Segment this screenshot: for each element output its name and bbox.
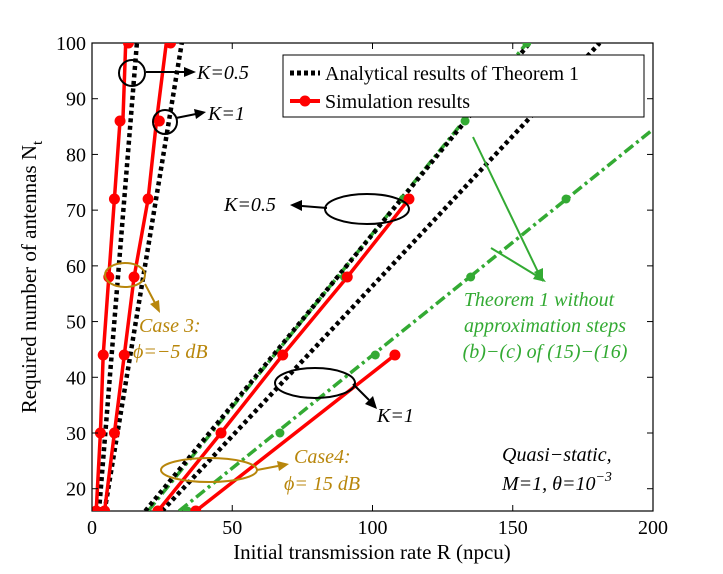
k1-mid-arrow bbox=[352, 383, 370, 401]
k1-top-arrow bbox=[175, 113, 197, 119]
annotation-text: K=0.5 K=1 K=0.5 K=1 Case 3: ϕ=−5 dB Case… bbox=[133, 62, 628, 495]
legend-swatch-simulation-marker bbox=[299, 95, 311, 107]
legend-label-analytical: Analytical results of Theorem 1 bbox=[325, 63, 579, 85]
case4-label-line2: ϕ= 15 dB bbox=[284, 473, 360, 495]
legend-box bbox=[282, 54, 645, 118]
approx-marker bbox=[561, 194, 571, 204]
tick-layer: 0 50 100 150 200 20 30 40 50 60 70 80 90 100 bbox=[56, 33, 668, 539]
y-axis-label-main: Required number of antennas N bbox=[17, 145, 41, 413]
theorem-arrow-2 bbox=[490, 247, 538, 277]
simulation-marker bbox=[341, 271, 353, 283]
k1-top-label: K=1 bbox=[207, 103, 245, 125]
analytical-line bbox=[160, 43, 602, 511]
y-tick-label: 80 bbox=[66, 144, 86, 166]
case3-ellipse bbox=[104, 262, 146, 288]
approx-marker bbox=[370, 350, 380, 360]
k1-top-arrowhead bbox=[194, 109, 206, 119]
theorem-arrow-1 bbox=[472, 136, 539, 273]
simulation-marker bbox=[92, 505, 102, 511]
simulation-marker bbox=[118, 349, 130, 361]
plot-area bbox=[91, 42, 654, 512]
approx-marker bbox=[275, 428, 285, 438]
theorem-label-line2: approximation steps bbox=[464, 315, 626, 337]
quasi-label-line2-sup: −3 bbox=[595, 470, 611, 485]
simulation-marker bbox=[108, 193, 120, 205]
y-tick-label: 60 bbox=[66, 256, 86, 278]
x-tick-label: 0 bbox=[87, 517, 97, 539]
simulation-marker bbox=[403, 193, 415, 205]
y-axis-label: Required number of antennas Nt bbox=[17, 140, 46, 413]
case3-arrow bbox=[144, 283, 156, 304]
simulation-marker bbox=[122, 43, 134, 49]
x-tick-label: 200 bbox=[638, 517, 668, 539]
legend: Analytical results of Theorem 1 Simulati… bbox=[282, 54, 645, 118]
legend-label-simulation: Simulation results bbox=[325, 91, 470, 113]
simulation-marker bbox=[152, 505, 164, 511]
y-tick-label: 100 bbox=[56, 33, 86, 55]
simulation-marker bbox=[277, 349, 289, 361]
y-tick-label: 90 bbox=[66, 89, 86, 111]
simulation-marker bbox=[108, 427, 120, 439]
approx-marker bbox=[460, 116, 470, 126]
y-tick-label: 30 bbox=[66, 423, 86, 445]
simulation-marker bbox=[190, 505, 202, 511]
k05-top-ellipse bbox=[118, 59, 146, 87]
simulation-marker bbox=[128, 271, 140, 283]
case3-label-line2: ϕ=−5 dB bbox=[133, 341, 208, 363]
theorem-label-line1: Theorem 1 without bbox=[464, 289, 615, 311]
simulation-marker bbox=[215, 427, 227, 439]
approx-marker bbox=[466, 272, 476, 282]
y-tick-label: 50 bbox=[66, 312, 86, 334]
simulation-marker bbox=[389, 349, 401, 361]
quasi-label-line2-main: M=1, θ=10 bbox=[501, 473, 595, 495]
k1-mid-arrowhead bbox=[365, 396, 377, 409]
k05-mid-label: K=0.5 bbox=[223, 194, 276, 216]
case3-label-line1: Case 3: bbox=[139, 315, 201, 337]
k05-top-arrowhead bbox=[184, 67, 196, 77]
k05-mid-arrowhead bbox=[290, 200, 302, 211]
simulation-marker bbox=[114, 115, 126, 127]
simulation-line bbox=[94, 43, 132, 511]
case4-label-line1: Case4: bbox=[294, 446, 351, 468]
x-tick-label: 100 bbox=[358, 517, 388, 539]
simulation-marker bbox=[97, 349, 109, 361]
approx-line bbox=[177, 128, 653, 511]
k1-mid-ellipse bbox=[274, 367, 356, 399]
k05-mid-arrow bbox=[301, 205, 328, 209]
x-axis-label: Initial transmission rate R (npcu) bbox=[233, 540, 511, 564]
y-tick-label: 40 bbox=[66, 367, 86, 389]
simulation-marker bbox=[142, 193, 154, 205]
case3-arrowhead bbox=[150, 300, 160, 313]
k1-top-ellipse bbox=[152, 109, 178, 135]
simulation-marker bbox=[165, 43, 177, 49]
case4-arrowhead bbox=[277, 461, 289, 471]
k05-mid-ellipse bbox=[324, 193, 410, 225]
x-tick-label: 50 bbox=[222, 517, 242, 539]
k1-mid-label: K=1 bbox=[376, 405, 414, 427]
simulation-marker bbox=[153, 115, 165, 127]
marker-layer bbox=[92, 43, 571, 511]
y-tick-label: 20 bbox=[66, 479, 86, 501]
y-axis-label-sub: t bbox=[30, 140, 46, 145]
theorem-arrowhead-2 bbox=[533, 271, 546, 282]
approx-marker bbox=[522, 43, 532, 48]
quasi-label-line1: Quasi−static, bbox=[502, 444, 612, 466]
x-tick-label: 150 bbox=[498, 517, 528, 539]
k05-top-label: K=0.5 bbox=[196, 62, 249, 84]
approx-marker bbox=[182, 506, 192, 511]
simulation-line bbox=[194, 353, 396, 511]
simulation-marker bbox=[99, 505, 111, 511]
case4-arrow bbox=[256, 465, 279, 471]
annotation-shapes bbox=[104, 59, 546, 483]
theorem-label-line3: (b)−(c) of (15)−(16) bbox=[463, 341, 628, 363]
simulation-marker bbox=[94, 427, 106, 439]
y-tick-label: 70 bbox=[66, 200, 86, 222]
quasi-label-line2: M=1, θ=10−3 bbox=[501, 470, 612, 495]
